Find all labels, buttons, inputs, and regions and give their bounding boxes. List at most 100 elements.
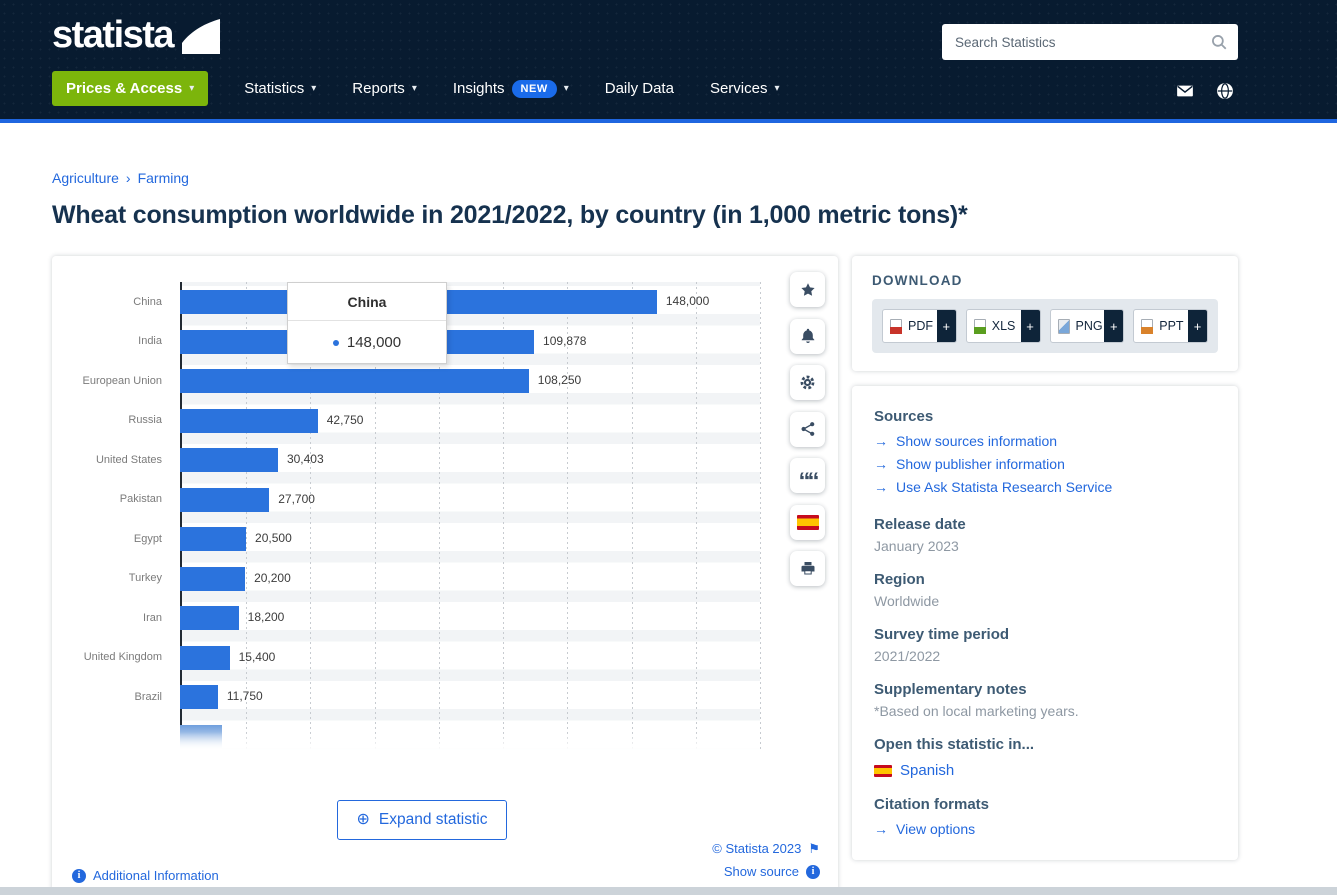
print-button[interactable]	[790, 551, 825, 586]
chart-track: 108,250	[180, 361, 760, 401]
download-pdf-button[interactable]: PDF +	[882, 309, 957, 343]
download-ppt-button[interactable]: PPT +	[1133, 309, 1208, 343]
bar-segment[interactable]	[180, 290, 657, 314]
category-label: Egypt	[133, 532, 162, 545]
view-options-label: View options	[896, 821, 976, 837]
bar-value-label: 148,000	[665, 294, 710, 308]
info-icon: i	[72, 868, 86, 883]
xls-file-icon	[973, 318, 986, 334]
download-format-label: XLS	[991, 319, 1016, 333]
star-icon	[800, 282, 815, 296]
source-link-label: Show sources information	[896, 433, 1058, 449]
download-format-label: PPT	[1159, 319, 1184, 333]
chart-row-egypt: Egypt 20,500	[72, 519, 760, 559]
nav-item-prices-access[interactable]: Prices & Access ▾	[52, 71, 209, 106]
bar-chart: China 148,000 India 109,878 European Union 10…	[72, 282, 761, 752]
settings-gear-button[interactable]	[790, 365, 825, 400]
bar-value-label: 108,250	[537, 373, 582, 387]
bar-segment[interactable]	[180, 487, 270, 512]
nav-item-statistics[interactable]: Statistics ▾	[244, 80, 316, 97]
category-label: Russia	[128, 414, 162, 427]
breadcrumb-link-farming[interactable]: Farming	[137, 170, 189, 186]
search-box	[942, 24, 1238, 60]
page-title: Wheat consumption worldwide in 2021/2022…	[52, 201, 968, 229]
spanish-version-button[interactable]	[790, 504, 825, 540]
view-options-link[interactable]: → View options	[874, 818, 1216, 841]
search-input[interactable]	[955, 34, 1210, 50]
nav-item-insights[interactable]: Insights NEW ▾	[453, 79, 569, 98]
source-info-icon: i	[806, 864, 820, 879]
chart-gridline	[374, 282, 376, 750]
citation-button[interactable]: ““	[790, 458, 825, 493]
chart-row-russia: Russia 42,750	[72, 401, 760, 441]
mail-icon[interactable]	[1176, 82, 1194, 100]
bar-segment[interactable]	[180, 448, 278, 472]
download-format-label: PDF	[908, 319, 933, 333]
bar-segment[interactable]	[180, 408, 318, 433]
chart-gridline	[567, 282, 569, 750]
download-xls-button[interactable]: XLS +	[965, 309, 1041, 343]
nav-item-label: Reports	[352, 80, 405, 97]
search-icon[interactable]	[1210, 33, 1228, 51]
nav-item-label: Prices & Access	[66, 80, 183, 97]
category-label: Brazil	[134, 690, 162, 703]
bar-value-label: 30,403	[286, 452, 324, 466]
nav-item-daily-data[interactable]: Daily Data	[605, 80, 674, 97]
chart-track: 27,700	[180, 480, 760, 520]
chart-track: 15,400	[180, 638, 760, 678]
chevron-down-icon: ▾	[311, 83, 317, 94]
nav-item-label: Daily Data	[604, 80, 674, 97]
supplementary-notes-value: *Based on local marketing years.	[874, 703, 1079, 719]
chart-row-stripes	[180, 282, 760, 750]
show-source-link[interactable]: Show source i	[712, 860, 820, 883]
share-button[interactable]	[790, 411, 825, 447]
download-png-button[interactable]: PNG +	[1049, 309, 1125, 343]
report-flag-icon: ⚑	[808, 841, 820, 856]
chart-row-iran: Iran 18,200	[72, 598, 760, 638]
spanish-language-link[interactable]: Spanish	[874, 762, 1216, 779]
bar-segment[interactable]	[180, 566, 246, 591]
gear-icon	[800, 375, 815, 390]
ppt-file-icon	[1141, 318, 1154, 334]
expand-statistic-wrap: ⊕ Expand statistic	[52, 799, 792, 840]
chart-gridline	[760, 282, 761, 750]
plus-icon: +	[1104, 310, 1124, 342]
chart-track: 20,500	[180, 519, 760, 559]
arrow-right-icon: →	[874, 456, 888, 472]
bar-value-label: 18,200	[247, 610, 285, 624]
copyright-link[interactable]: © Statista 2023 ⚑	[712, 837, 820, 860]
notification-bell-button[interactable]	[790, 318, 825, 354]
download-card: DOWNLOAD PDF + XLS + PNG + PPT +	[852, 256, 1238, 371]
quote-icon: ““	[798, 467, 820, 495]
main-nav: Prices & Access ▾ Statistics ▾ Reports ▾ Insig…	[52, 71, 780, 106]
bar-segment[interactable]	[180, 606, 239, 630]
favorite-star-button[interactable]	[790, 272, 825, 307]
bar-value-label: 42,750	[326, 412, 364, 427]
category-label: Iran	[143, 611, 162, 624]
chart-row-china: China 148,000	[72, 282, 760, 322]
statista-logo[interactable]: statista	[52, 16, 221, 54]
source-link-1[interactable]: → Show publisher information	[874, 453, 1216, 476]
source-link-2[interactable]: → Use Ask Statista Research Service	[874, 476, 1216, 499]
arrow-right-icon: →	[874, 821, 888, 837]
bar-segment[interactable]	[180, 685, 218, 709]
additional-information-link[interactable]: i Additional Information	[72, 868, 219, 883]
show-source-label: Show source	[723, 864, 799, 879]
source-link-label: Use Ask Statista Research Service	[896, 479, 1113, 495]
breadcrumb-link-agriculture[interactable]: Agriculture	[52, 170, 119, 186]
nav-item-services[interactable]: Services ▾	[710, 80, 780, 97]
bar-segment[interactable]	[180, 527, 247, 551]
expand-plus-icon: ⊕	[356, 810, 370, 828]
share-icon	[801, 422, 814, 436]
bar-value-label: 27,700	[278, 491, 315, 506]
expand-statistic-button[interactable]: ⊕ Expand statistic	[336, 799, 508, 840]
globe-icon[interactable]	[1216, 82, 1234, 100]
nav-item-reports[interactable]: Reports ▾	[352, 80, 417, 97]
bar-segment[interactable]	[180, 645, 230, 670]
chart-track: 148,000	[180, 282, 760, 322]
bar-segment[interactable]	[180, 329, 535, 354]
source-link-0[interactable]: → Show sources information	[874, 430, 1216, 453]
bar-value-label: 109,878	[543, 333, 587, 348]
chart-gridlines	[180, 282, 761, 750]
bar-segment[interactable]	[180, 369, 529, 393]
